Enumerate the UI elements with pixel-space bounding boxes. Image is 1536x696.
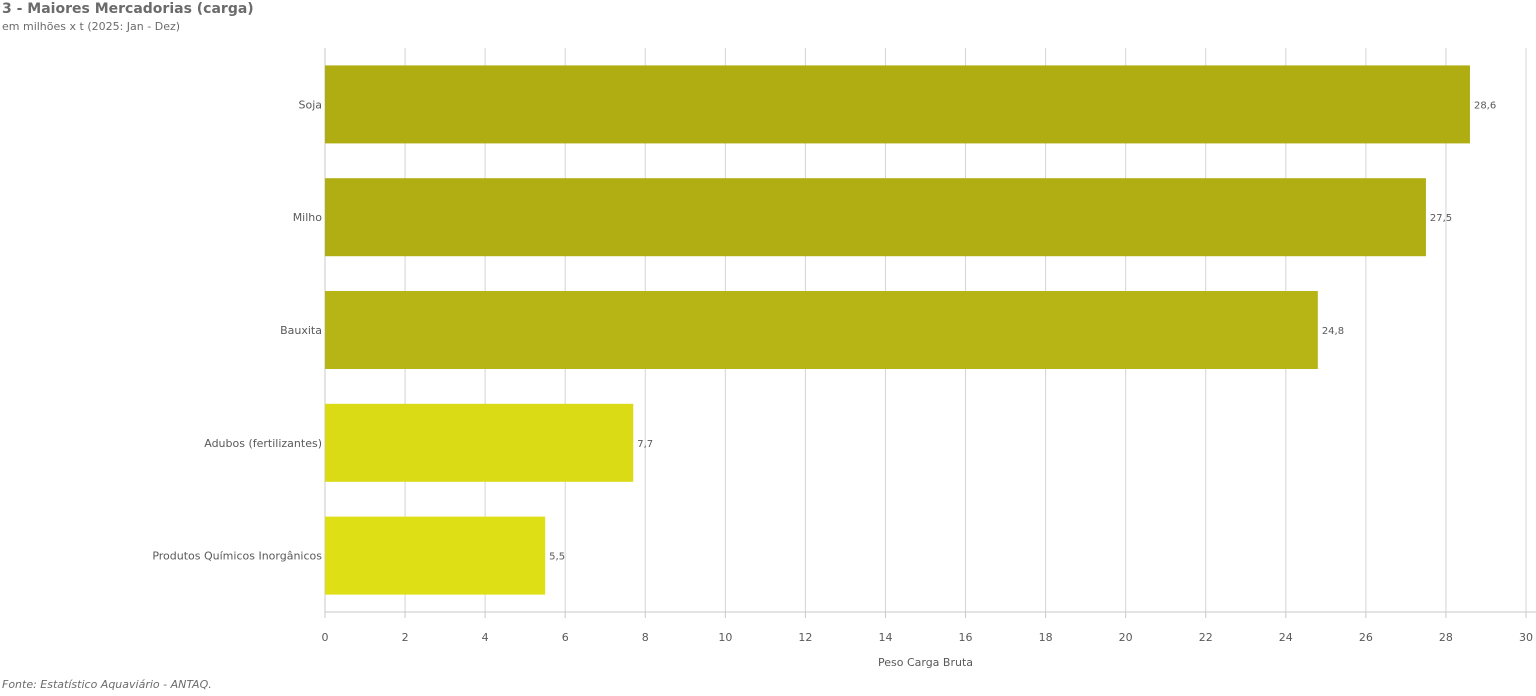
y-category-label: Produtos Químicos Inorgânicos [152, 550, 322, 563]
x-tick-label: 26 [1359, 631, 1373, 644]
x-tick-label: 20 [1119, 631, 1133, 644]
x-tick-label: 10 [718, 631, 732, 644]
y-category-label: Milho [293, 211, 323, 224]
x-tick-label: 4 [482, 631, 489, 644]
x-tick-label: 16 [959, 631, 973, 644]
bar [325, 403, 634, 482]
bar [325, 516, 546, 595]
data-label: 27,5 [1430, 213, 1452, 224]
data-label: 28,6 [1474, 100, 1496, 111]
bar [325, 178, 1426, 257]
x-tick-label: 6 [562, 631, 569, 644]
data-label: 5,5 [549, 552, 565, 563]
x-tick-label: 30 [1519, 631, 1533, 644]
bar [325, 65, 1470, 144]
chart-title: 3 - Maiores Mercadorias (carga) [2, 1, 254, 17]
x-tick-label: 14 [878, 631, 892, 644]
x-axis-title: Peso Carga Bruta [878, 656, 973, 669]
y-category-label: Adubos (fertilizantes) [204, 437, 322, 450]
data-label: 24,8 [1322, 326, 1344, 337]
x-tick-label: 24 [1279, 631, 1293, 644]
x-tick-label: 22 [1199, 631, 1213, 644]
chart-subtitle: em milhões x t (2025: Jan - Dez) [2, 20, 181, 33]
x-tick-label: 0 [322, 631, 329, 644]
x-tick-label: 18 [1039, 631, 1053, 644]
x-tick-label: 2 [402, 631, 409, 644]
x-tick-label: 12 [798, 631, 812, 644]
y-category-label: Soja [298, 98, 322, 111]
x-tick-label: 28 [1439, 631, 1453, 644]
y-category-label: Bauxita [280, 324, 322, 337]
bar [325, 291, 1318, 369]
source-note: Fonte: Estatístico Aquaviário - ANTAQ. [2, 678, 212, 691]
data-label: 7,7 [637, 439, 653, 450]
x-tick-label: 8 [642, 631, 649, 644]
